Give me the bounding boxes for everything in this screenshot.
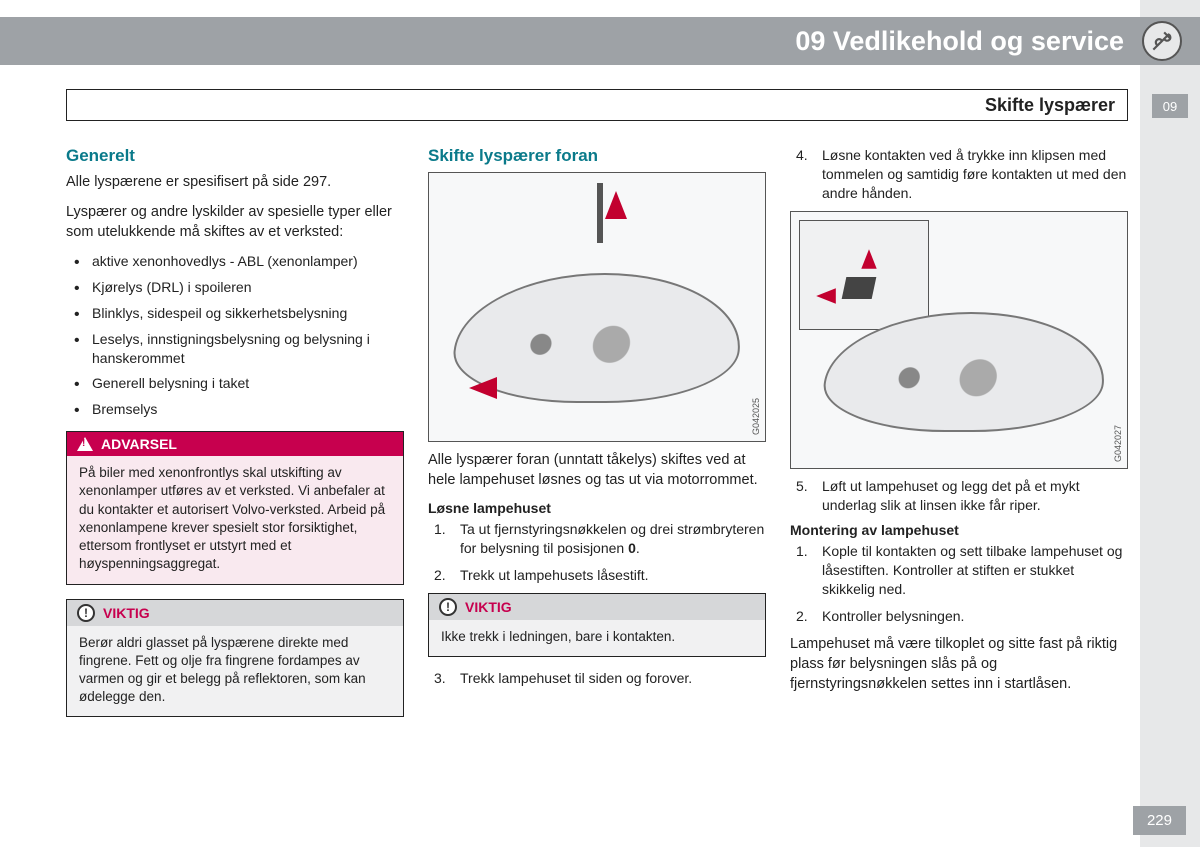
note-exclamation-icon: ! [439,598,457,616]
column-1: Generelt Alle lyspærene er spesifisert p… [66,146,404,729]
wrench-screwdriver-icon [1142,21,1182,61]
col1-bullets: aktive xenonhovedlys - ABL (xenonlamper)… [66,252,404,419]
figure-id: G042027 [1113,425,1123,462]
col1-p2: Lyspærer og andre lyskilder av spesielle… [66,202,404,242]
figure-front-bulbs: G042025 [428,172,766,442]
step-item: Løft ut lampehuset og legg det på et myk… [794,477,1128,515]
col2-steps-a: Ta ut fjernstyringsnøkkelen og drei strø… [428,520,766,585]
col1-heading: Generelt [66,146,404,166]
arrow-left-icon [816,288,836,303]
note-header: ! VIKTIG [67,600,403,626]
col2-steps-b: Trekk lampehuset til siden og forover. [428,669,766,688]
arrow-down-icon [861,249,876,269]
note-body: Berør aldri glasset på lyspærene direkte… [67,626,403,717]
section-title: Skifte lyspærer [66,89,1128,121]
page-number: 229 [1133,806,1186,835]
content-columns: Generelt Alle lyspærene er spesifisert p… [66,146,1130,729]
arrow-left-icon [469,377,497,399]
bullet-item: aktive xenonhovedlys - ABL (xenonlamper) [70,252,404,271]
step-item: Kontroller belysningen. [794,607,1128,626]
col3-steps-d: Løft ut lampehuset og legg det på et myk… [790,477,1128,515]
step-item: Ta ut fjernstyringsnøkkelen og drei strø… [432,520,766,558]
bullet-item: Blinklys, sidespeil og sikkerhetsbelysni… [70,304,404,323]
bullet-item: Generell belysning i taket [70,374,404,393]
warning-body: På biler med xenonfrontlys skal utskifti… [67,456,403,583]
step-item: Trekk lampehuset til siden og forover. [432,669,766,688]
warning-header: ADVARSEL [67,432,403,456]
col2-heading: Skifte lyspærer foran [428,146,766,166]
step-item: Løsne kontakten ved å trykke inn klipsen… [794,146,1128,203]
side-tab: 09 [1152,94,1188,118]
col3-steps-e: Kople til kontakten og sett tilbake lamp… [790,542,1128,626]
col3-sub2: Montering av lampehuset [790,522,1128,538]
step-item: Kople til kontakten og sett tilbake lamp… [794,542,1128,599]
bullet-item: Kjørelys (DRL) i spoileren [70,278,404,297]
note-exclamation-icon: ! [77,604,95,622]
note-box: ! VIKTIG Berør aldri glasset på lyspæren… [66,599,404,718]
chapter-title: 09 Vedlikehold og service [795,26,1124,57]
warning-box: ADVARSEL På biler med xenonfrontlys skal… [66,431,404,584]
figure-connector: G042027 [790,211,1128,469]
locking-pin [597,183,603,243]
section-title-text: Skifte lyspærer [985,95,1115,116]
column-2: Skifte lyspærer foran G042025 Alle lyspæ… [428,146,766,729]
note-header: ! VIKTIG [429,594,765,620]
chapter-header: 09 Vedlikehold og service [0,17,1200,65]
col3-steps-c: Løsne kontakten ved å trykke inn klipsen… [790,146,1128,203]
note-body: Ikke trekk i ledningen, bare i kontakten… [429,620,765,656]
bullet-item: Bremselys [70,400,404,419]
warning-triangle-icon [77,437,93,451]
warning-title: ADVARSEL [101,436,177,452]
note-title: VIKTIG [465,599,512,615]
note-title: VIKTIG [103,605,150,621]
col2-caption: Alle lyspærer foran (unntatt tåkelys) sk… [428,450,766,490]
col3-end-para: Lampehuset må være tilkoplet og sitte fa… [790,634,1128,694]
connector-illustration [842,277,877,299]
note-box-2: ! VIKTIG Ikke trekk i ledningen, bare i … [428,593,766,657]
arrow-up-icon [605,191,627,219]
side-strip [1140,0,1200,847]
figure-id: G042025 [751,398,761,435]
column-3: Løsne kontakten ved å trykke inn klipsen… [790,146,1128,729]
col1-p1: Alle lyspærene er spesifisert på side 29… [66,172,404,192]
step-item: Trekk ut lampehusets låsestift. [432,566,766,585]
figure-inset [799,220,929,330]
headlight-illustration [819,312,1112,432]
bullet-item: Leselys, innstigningsbelysning og belysn… [70,330,404,368]
col2-sub1: Løsne lampehuset [428,500,766,516]
